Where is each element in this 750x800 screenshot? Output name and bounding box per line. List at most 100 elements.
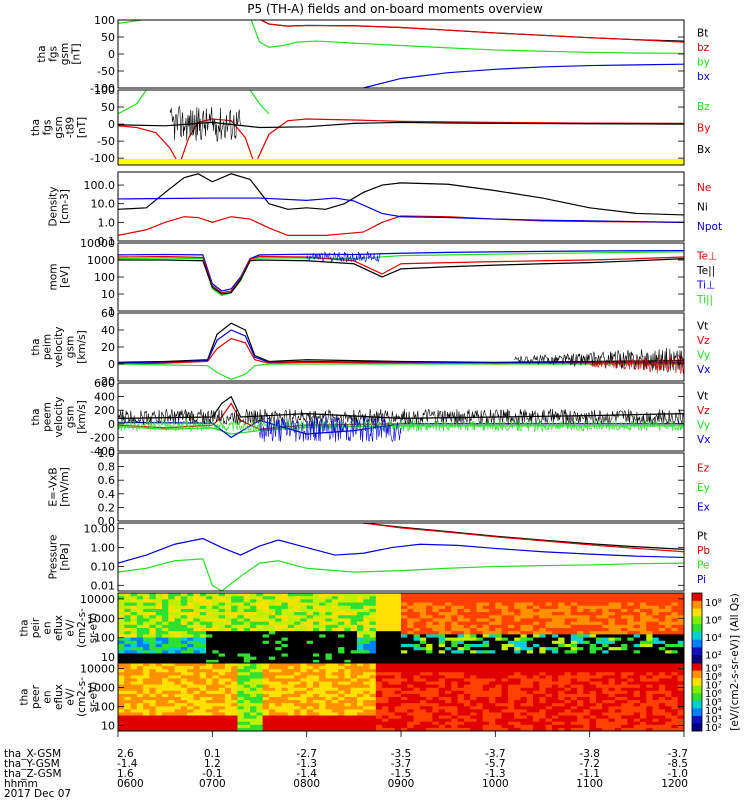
spectrogram-cell [375,656,383,661]
spectrogram-cell [652,615,660,620]
spectrogram-cell [319,599,327,604]
spectrogram-cell [369,631,377,635]
spectrogram-cell [608,703,616,707]
spectrogram-cell [495,596,503,600]
spectrogram-cell [457,618,465,623]
spectrogram-cell [394,693,402,698]
spectrogram-cell [520,621,528,626]
spectrogram-cell [570,687,578,692]
spectrogram-cell [558,643,566,648]
spectrogram-cell [526,715,534,720]
spectrogram-cell [363,690,371,695]
spectrogram-cell [174,684,182,689]
spectrogram-cell [356,640,364,645]
spectrogram-cell [363,593,371,597]
spectrogram-cell [432,656,440,661]
spectrogram-cell [369,718,377,723]
spectrogram-cell [143,637,151,642]
spectrogram-cell [432,712,440,717]
spectrogram-cell [602,700,610,704]
spectrogram-cell [407,618,415,623]
y-tick-label: 100.0 [84,179,116,192]
spectrogram-cell [539,678,547,683]
spectrogram-cell [149,605,157,610]
spectrogram-cell [533,640,540,645]
spectrogram-cell [489,593,496,597]
spectrogram-cell [463,634,471,639]
spectrogram-cell [457,666,465,670]
spectrogram-cell [482,659,490,663]
spectrogram-cell [595,703,603,707]
spectrogram-cell [143,666,151,670]
spectrogram-cell [180,599,188,604]
spectrogram-cell [394,637,402,642]
spectrogram-cell [331,656,339,661]
spectrogram-cell [520,602,528,607]
spectrogram-cell [401,675,408,680]
spectrogram-cell [558,615,566,620]
spectrogram-cell [463,628,471,632]
spectrogram-cell [419,599,427,604]
spectrogram-cell [168,599,176,604]
spectrogram-cell [231,602,239,607]
spectrogram-cell [633,628,641,632]
spectrogram-cell [118,672,125,676]
spectrogram-cell [262,637,270,642]
spectrogram-cell [199,724,207,729]
spectrogram-cell [558,681,566,686]
legend-entry: Vz [697,405,710,417]
spectrogram-cell [375,650,383,655]
spectrogram-cell [382,687,390,692]
spectrogram-cell [300,706,308,710]
spectrogram-cell [432,640,440,645]
spectrogram-cell [407,693,415,698]
spectrogram-cell [275,599,283,604]
spectrogram-cell [432,687,440,692]
spectrogram-cell [162,599,169,604]
spectrogram-cell [325,637,333,642]
spectrogram-cell [671,697,679,701]
spectrogram-cell [356,727,364,731]
spectrogram-cell [413,659,421,663]
spectrogram-cell [294,608,301,613]
y-axis-label-line: en [42,690,54,703]
spectrogram-cell [639,693,647,698]
spectrogram-cell [665,596,673,600]
spectrogram-cell [489,631,496,635]
spectrogram-cell [419,684,427,689]
spectrogram-cell [319,669,327,673]
spectrogram-cell [533,599,540,604]
series-line-green [249,90,270,115]
spectrogram-cell [526,672,534,676]
spectrogram-cell [168,693,176,698]
spectrogram-cell [639,709,647,714]
spectrogram-cell [432,624,440,629]
spectrogram-cell [495,599,503,604]
spectrogram-cell [520,672,528,676]
spectrogram-cell [621,593,628,597]
spectrogram-cell [319,693,327,698]
spectrogram-cell [312,602,320,607]
spectrogram-cell [476,690,484,695]
spectrogram-cell [539,602,547,607]
spectrogram-cell [306,593,314,597]
spectrogram-cell [375,709,383,714]
spectrogram-cell [149,693,157,698]
spectrogram-cell [174,605,182,610]
spectrogram-cell [602,602,610,607]
spectrogram-cell [224,631,232,635]
spectrogram-cell [432,608,440,613]
spectrogram-cell [124,700,132,704]
spectrogram-cell [268,669,276,673]
spectrogram-cell [608,612,616,616]
spectrogram-cell [268,684,276,689]
spectrogram-cell [180,663,188,667]
spectrogram-cell [394,608,402,613]
spectrogram-cell [621,621,628,626]
spectrogram-cell [149,684,157,689]
legend-entry: Npot [697,221,722,233]
spectrogram-cell [526,637,534,642]
spectrogram-cell [489,599,496,604]
y-axis-label-line: gsm [53,116,65,138]
spectrogram-cell [124,697,132,701]
